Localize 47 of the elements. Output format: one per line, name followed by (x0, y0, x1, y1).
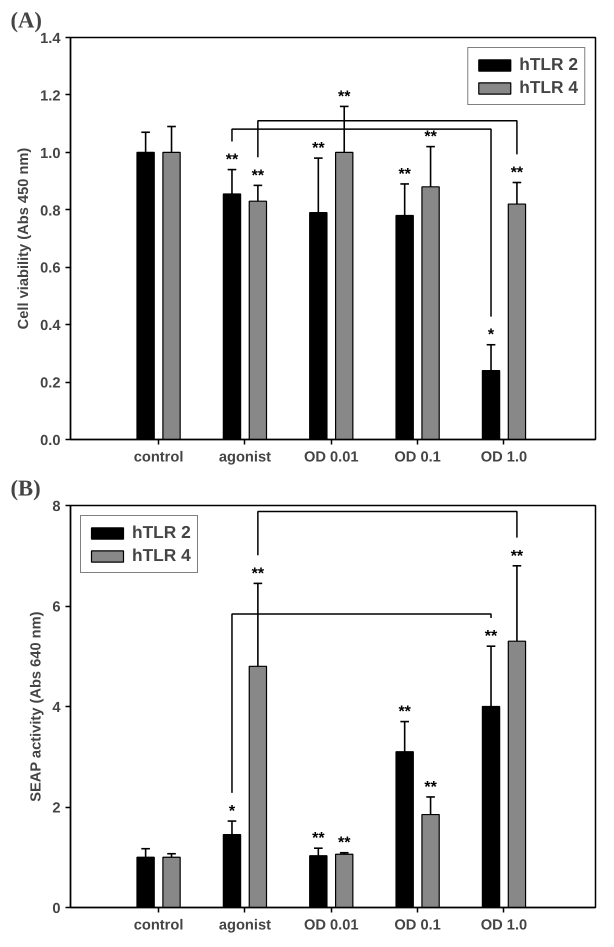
annotation: ** (252, 167, 265, 184)
legend-label: hTLR 4 (519, 77, 578, 98)
annotation: * (228, 803, 236, 820)
y-tick-label: 2 (52, 800, 61, 816)
y-tick-label: 1.4 (40, 31, 62, 47)
annotation: ** (484, 628, 498, 646)
legend-label: hTLR 4 (132, 545, 191, 566)
legend-label: hTLR 2 (132, 522, 191, 543)
x-tick-label: control (134, 918, 184, 934)
annotation: ** (424, 778, 438, 796)
annotation: ** (398, 704, 412, 721)
x-tick-label: OD 1.0 (480, 918, 528, 934)
x-tick-label: agonist (218, 918, 272, 934)
y-tick-label: 0 (52, 901, 61, 917)
annotation: ** (312, 140, 326, 158)
annotation: ** (398, 166, 412, 183)
annotation: * (488, 326, 495, 344)
x-tick-label: agonist (218, 450, 272, 466)
y-tick-label: 0.4 (40, 318, 62, 334)
annotation: ** (510, 548, 524, 565)
annotation: ** (338, 88, 352, 106)
x-tick-label: OD 1.0 (480, 450, 528, 466)
x-tick-label: control (134, 450, 184, 466)
y-tick-label: 4 (52, 700, 62, 716)
chart-title: (B) (10, 476, 41, 500)
y-tick-label: 0.8 (40, 203, 60, 220)
x-tick-label: OD 0.1 (394, 450, 441, 466)
x-tick-label: OD 0.01 (304, 450, 359, 466)
y-tick-label: 1.0 (40, 146, 60, 162)
y-axis-title: Cell viability (Abs 450 nm) (16, 148, 32, 330)
y-tick-label: 1.2 (40, 88, 60, 104)
y-tick-label: 0.6 (40, 260, 60, 277)
x-tick-label: OD 0.1 (394, 918, 441, 934)
annotation: ** (338, 834, 352, 852)
y-tick-label: 8 (52, 499, 61, 515)
legend-label: hTLR 2 (519, 54, 578, 75)
y-axis-title: SEAP activity (Abs 640 nm) (28, 611, 44, 802)
x-tick-label: OD 0.01 (304, 918, 359, 934)
annotation: ** (312, 830, 326, 848)
y-tick-label: 0.0 (40, 433, 60, 449)
y-tick-label: 6 (52, 600, 61, 616)
annotation: ** (252, 565, 265, 582)
y-tick-label: 0.2 (40, 376, 60, 392)
chart-title: (A) (10, 8, 42, 32)
annotation: ** (226, 152, 239, 169)
annotation: ** (424, 128, 438, 146)
annotation: ** (510, 164, 524, 182)
